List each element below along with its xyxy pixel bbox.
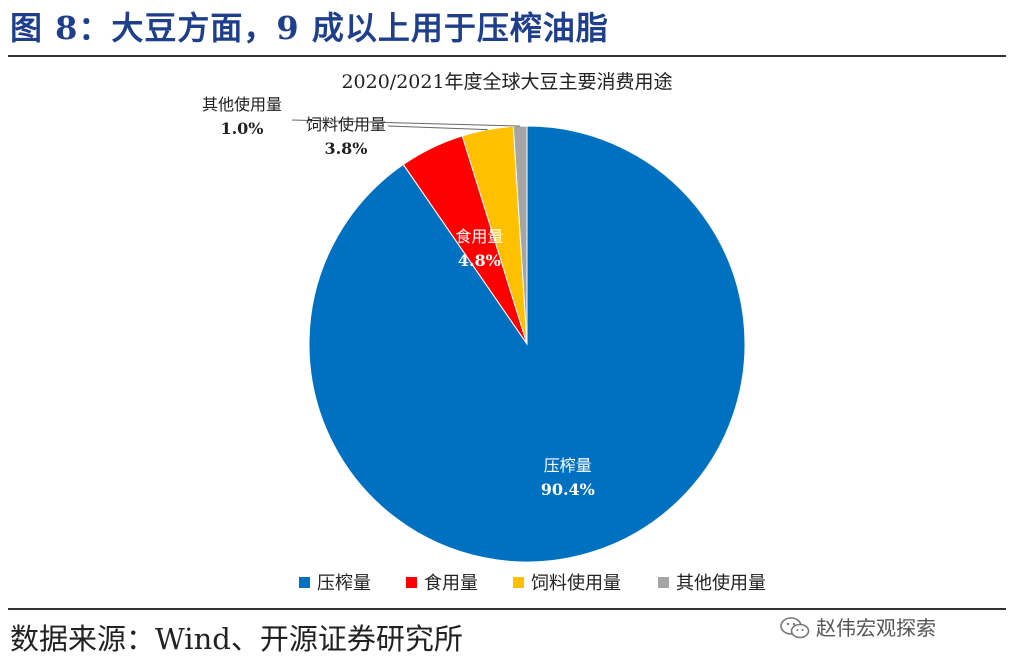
slice-label-3: 其他使用量 (202, 95, 282, 114)
slice-value-0: 90.4% (541, 480, 595, 499)
leader-line-2 (387, 125, 488, 131)
slice-value-3: 1.0% (220, 119, 263, 138)
chart-title: 2020/2021年度全球大豆主要消费用途 (341, 71, 672, 93)
pie-slice-3 (512, 125, 528, 345)
legend-swatch-3 (658, 577, 669, 588)
slice-value-1: 4.8% (458, 251, 501, 270)
slice-label-0: 压榨量 (544, 456, 592, 475)
top-rule (8, 55, 1006, 57)
slice-labels: 压榨量 90.4% 食用量 4.8% 饲料使用量 3.8% 其他使用量 1.0% (202, 95, 595, 499)
figure-title: 图 8：大豆方面，9 成以上用于压榨油脂 (10, 9, 609, 47)
source-note: 数据来源：Wind、开源证券研究所 (10, 622, 463, 656)
leader-lines (291, 119, 521, 131)
slice-label-1: 食用量 (455, 227, 503, 246)
legend-swatch-1 (406, 577, 417, 588)
legend-label-0: 压榨量 (317, 573, 371, 594)
legend-swatch-2 (513, 577, 524, 588)
watermark: 赵伟宏观探索 (780, 613, 936, 643)
legend: 压榨量 食用量 饲料使用量 其他使用量 (299, 573, 766, 594)
leader-line-3 (291, 119, 521, 127)
slice-value-2: 3.8% (324, 139, 367, 158)
legend-label-3: 其他使用量 (676, 573, 766, 594)
legend-label-2: 饲料使用量 (531, 573, 621, 594)
bottom-rule (8, 608, 1006, 610)
watermark-text: 赵伟宏观探索 (816, 616, 936, 640)
legend-label-1: 食用量 (424, 573, 478, 594)
slice-label-2: 饲料使用量 (306, 115, 386, 134)
wechat-icon (780, 617, 810, 639)
pie-slices (308, 125, 746, 563)
pie-chart: 2020/2021年度全球大豆主要消费用途 压榨量 90.4% 食用量 4.8% 饲料使… (202, 71, 766, 594)
legend-swatch-0 (299, 577, 310, 588)
